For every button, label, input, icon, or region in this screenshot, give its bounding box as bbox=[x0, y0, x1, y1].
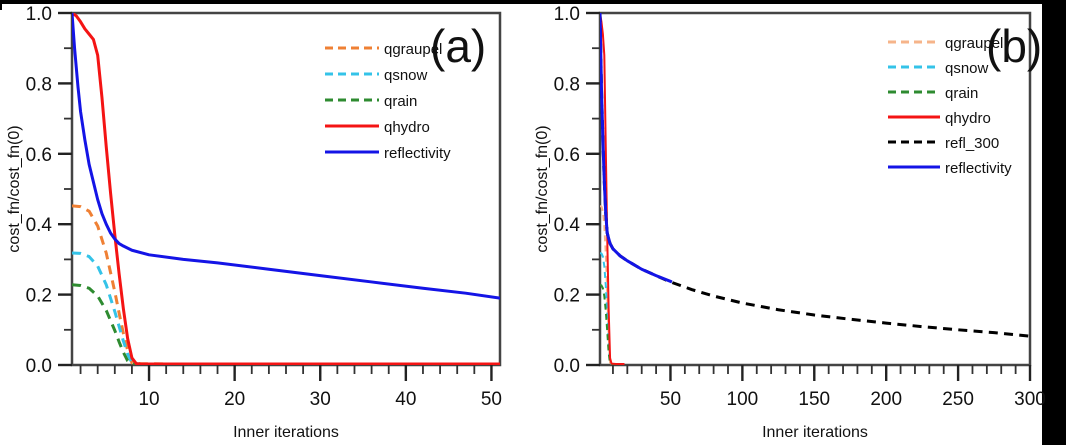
series-line-reflectivity bbox=[600, 13, 673, 284]
left-border-band bbox=[0, 0, 2, 10]
y-tick-label: 0.6 bbox=[26, 145, 52, 166]
legend-label-qrain: qrain bbox=[384, 93, 417, 110]
series-group bbox=[72, 13, 500, 365]
plot-frame bbox=[70, 11, 502, 367]
series-line-qgraupel bbox=[600, 205, 625, 365]
y-tick-label: 0.0 bbox=[26, 356, 52, 377]
x-tick-label: 30 bbox=[310, 389, 331, 410]
x-tick-label: 250 bbox=[942, 389, 974, 410]
right-border-band bbox=[1042, 0, 1066, 445]
y-tick-label: 0.8 bbox=[26, 74, 52, 95]
y-tick-label: 0.8 bbox=[554, 74, 580, 95]
x-tick-label: 200 bbox=[870, 389, 902, 410]
y-tick-label: 0.2 bbox=[554, 286, 580, 307]
chart-panel-a: 10 20 30 40 50 0.0 0.2 0.4 0.6 0.8 1.0 Inner iterat… bbox=[6, 4, 502, 441]
top-border-band bbox=[0, 0, 1066, 4]
y-tick-label: 0.0 bbox=[554, 356, 580, 377]
plot-area-a: 10 20 30 40 50 0.0 0.2 0.4 0.6 0.8 1.0 Inner iterat… bbox=[6, 4, 502, 441]
x-axis-title: Inner iterations bbox=[233, 424, 339, 441]
x-tick-label: 300 bbox=[1014, 389, 1046, 410]
legend: qgraupel qsnow qrain qhydro refl_300 reflecti… bbox=[888, 35, 1012, 177]
legend-label-refl_300: refl_300 bbox=[945, 135, 999, 152]
legend-label-qrain: qrain bbox=[945, 85, 978, 102]
y-tick-label: 0.6 bbox=[554, 145, 580, 166]
chart-panel-b: 50 100 150 200 250 300 0.0 0.2 0.4 0.6 0.8 1.0 Inner… bbox=[533, 0, 1066, 445]
y-axis-title: cost_fn/cost_fn(0) bbox=[534, 125, 551, 252]
y-tick-label: 0.4 bbox=[26, 215, 53, 236]
x-tick-label: 50 bbox=[481, 389, 502, 410]
plot-frame bbox=[598, 11, 1032, 367]
x-tick-label: 50 bbox=[660, 389, 681, 410]
legend: qgraupel qsnow qrain qhydro reflectivity bbox=[325, 41, 451, 162]
x-tick-label: 40 bbox=[395, 389, 416, 410]
y-axis-title: cost_fn/cost_fn(0) bbox=[6, 125, 23, 252]
legend-label-reflectivity: reflectivity bbox=[945, 160, 1012, 177]
panel-label: (a) bbox=[430, 20, 486, 72]
y-tick-label: 1.0 bbox=[554, 4, 580, 25]
series-group bbox=[600, 13, 1030, 365]
x-tick-label: 100 bbox=[727, 389, 759, 410]
legend-label-qgraupel: qgraupel bbox=[945, 35, 1003, 52]
x-tick-label: 10 bbox=[138, 389, 159, 410]
legend-label-qsnow: qsnow bbox=[945, 60, 989, 77]
x-tick-label: 150 bbox=[798, 389, 830, 410]
legend-label-qhydro: qhydro bbox=[945, 110, 991, 127]
panel-label: (b) bbox=[986, 20, 1042, 72]
legend-label-qgraupel: qgraupel bbox=[384, 41, 442, 58]
series-line-reflectivity bbox=[72, 13, 500, 300]
legend-label-reflectivity: reflectivity bbox=[384, 145, 451, 162]
x-tick-label: 20 bbox=[224, 389, 245, 410]
series-line-qhydro bbox=[72, 13, 500, 365]
x-axis-title: Inner iterations bbox=[762, 424, 868, 441]
legend-label-qhydro: qhydro bbox=[384, 119, 430, 136]
plot-area-b: 50 100 150 200 250 300 0.0 0.2 0.4 0.6 0.8 1.0 Inner… bbox=[534, 4, 1046, 441]
legend-label-qsnow: qsnow bbox=[384, 67, 428, 84]
y-tick-label: 0.4 bbox=[554, 215, 581, 236]
y-tick-label: 1.0 bbox=[26, 4, 52, 25]
y-tick-label: 0.2 bbox=[26, 286, 52, 307]
